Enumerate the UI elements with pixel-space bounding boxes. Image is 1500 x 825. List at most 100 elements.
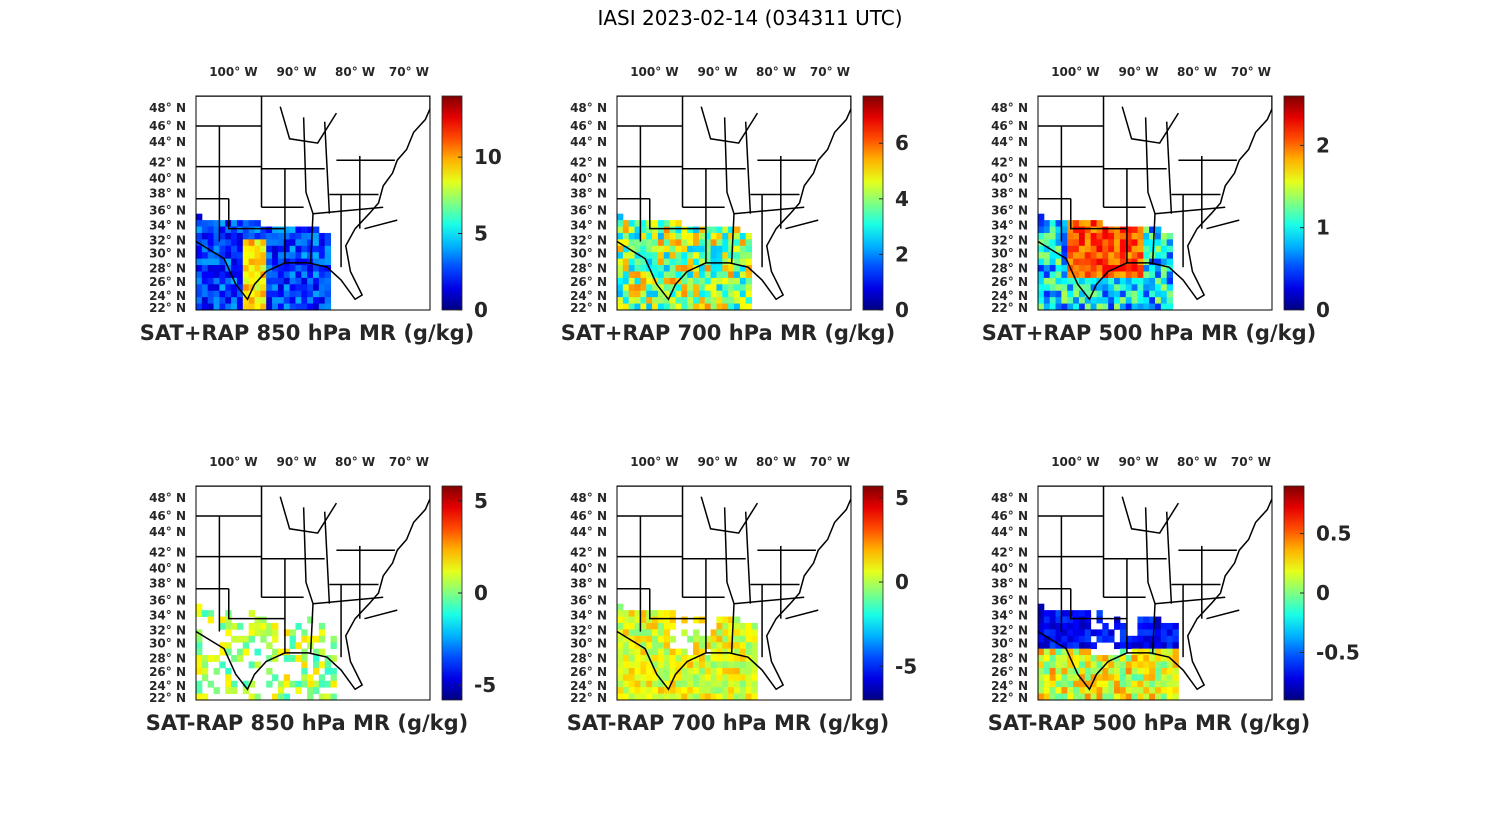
data-cell: [289, 680, 296, 688]
data-cell: [722, 674, 729, 682]
data-cell: [1090, 667, 1097, 675]
data-cell: [716, 252, 723, 260]
data-cell: [196, 635, 203, 643]
data-cell: [1119, 674, 1127, 682]
data-cell: [1114, 674, 1121, 682]
data-cell: [681, 277, 688, 285]
data-cell: [289, 642, 296, 650]
data-cell: [663, 687, 671, 695]
data-cell: [283, 284, 291, 292]
data-cell: [1067, 635, 1074, 643]
data-cell: [622, 635, 630, 643]
data-cell: [1172, 680, 1179, 688]
data-cell: [652, 635, 659, 643]
data-cell: [1125, 297, 1133, 305]
data-cell: [266, 303, 273, 310]
data-cell: [722, 258, 729, 266]
data-cell: [248, 284, 255, 292]
lat-label: 44° N: [991, 135, 1028, 149]
lat-label: 36° N: [149, 203, 186, 217]
data-cell: [254, 616, 261, 624]
data-cell: [313, 277, 320, 285]
data-cell: [324, 271, 332, 279]
data-cell: [675, 648, 682, 656]
data-cell: [716, 303, 723, 310]
lon-label: 90° W: [698, 65, 738, 79]
data-cell: [289, 277, 296, 285]
data-cell: [698, 284, 706, 292]
data-cell: [657, 629, 665, 637]
data-cell: [1125, 680, 1133, 688]
data-cell: [196, 226, 203, 234]
data-cell: [657, 693, 665, 700]
data-cell: [687, 290, 694, 298]
data-cell: [1160, 629, 1168, 637]
data-cell: [1073, 226, 1080, 234]
data-cell: [1084, 661, 1092, 669]
data-cell: [698, 265, 706, 272]
data-cell: [1160, 667, 1168, 675]
data-cell: [1166, 661, 1174, 669]
data-cell: [1084, 297, 1092, 305]
data-cell: [628, 667, 636, 675]
data-cell: [1090, 245, 1097, 253]
data-cell: [324, 239, 332, 247]
data-cell: [657, 239, 665, 247]
map-outline: [617, 486, 851, 691]
data-cell: [1125, 226, 1133, 234]
data-cell: [739, 258, 747, 266]
data-cell: [236, 239, 244, 247]
data-cell: [242, 245, 250, 253]
data-cell: [1073, 648, 1080, 656]
data-cell: [669, 258, 676, 266]
data-cell: [698, 297, 706, 305]
state-border: [1206, 219, 1240, 230]
data-cell: [242, 297, 250, 305]
data-cell: [283, 648, 291, 656]
lat-label: 44° N: [570, 135, 607, 149]
data-cell: [1038, 290, 1045, 298]
data-cell: [295, 687, 302, 695]
data-cell: [225, 290, 232, 298]
data-cell: [225, 245, 232, 253]
colorbar-tick-label: 0.5: [1316, 522, 1351, 546]
data-cell: [1049, 232, 1057, 240]
panel-sat-minus-rap-500: 100° W 90° W 80° W 70° W48° N46° N44° N42° …: [988, 455, 1360, 735]
data-field: [196, 603, 337, 700]
lat-label: 42° N: [570, 155, 607, 169]
data-cell: [207, 655, 215, 662]
data-cell: [1114, 693, 1121, 700]
data-cell: [1078, 622, 1086, 630]
data-cell: [1137, 297, 1144, 305]
data-cell: [617, 642, 624, 650]
data-cell: [324, 680, 332, 688]
data-cell: [693, 616, 700, 624]
data-cell: [248, 622, 255, 630]
data-cell: [313, 239, 320, 247]
state-border: [744, 511, 752, 604]
lon-label: 100° W: [630, 65, 678, 79]
data-cell: [728, 674, 735, 682]
data-cell: [1102, 239, 1109, 247]
data-cell: [663, 635, 671, 643]
data-cell: [663, 271, 671, 279]
lon-label: 100° W: [209, 455, 257, 469]
lat-label: 24° N: [149, 289, 186, 303]
data-cell: [1114, 642, 1121, 650]
data-cell: [272, 232, 279, 240]
data-cell: [1043, 265, 1051, 272]
data-cell: [1108, 674, 1115, 682]
data-cell: [1061, 252, 1068, 260]
data-cell: [1166, 635, 1174, 643]
data-cell: [277, 232, 285, 240]
data-cell: [196, 220, 203, 227]
data-cell: [266, 252, 273, 260]
data-cell: [657, 277, 665, 285]
data-cell: [669, 252, 676, 260]
data-cell: [739, 667, 747, 675]
data-cell: [734, 693, 741, 700]
data-cell: [1061, 297, 1068, 305]
data-cell: [1108, 297, 1115, 305]
data-cell: [622, 629, 630, 637]
data-cell: [1049, 610, 1057, 617]
